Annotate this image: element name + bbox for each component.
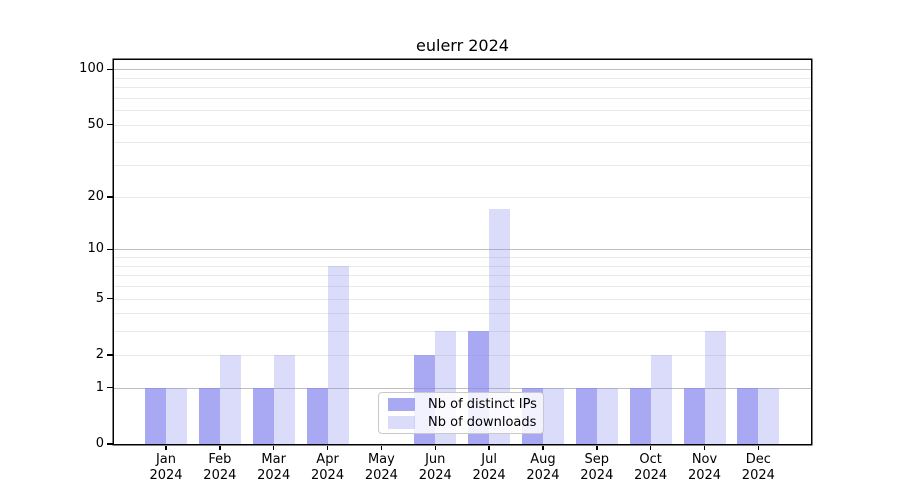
gridline-major (114, 249, 811, 251)
x-tick-label: Oct 2024 (634, 452, 668, 483)
bar-downloads-feb (219, 354, 241, 444)
bar-downloads-dec (758, 387, 780, 444)
y-tick-mark (107, 68, 113, 70)
gridline-minor (114, 331, 811, 333)
y-tick-label: 2 (95, 346, 104, 362)
x-tick-label: Apr 2024 (311, 452, 345, 483)
x-tick-label: Aug 2024 (526, 452, 560, 483)
bar-downloads-nov (704, 331, 726, 444)
bar-ips-apr (306, 387, 328, 444)
y-tick-label: 50 (87, 116, 104, 132)
bar-downloads-aug (542, 387, 564, 444)
legend-label: Nb of downloads (428, 414, 537, 430)
y-tick-mark (107, 386, 113, 389)
x-tick-label: Sep 2024 (580, 452, 614, 483)
legend-swatch-ips-icon (388, 397, 415, 411)
bar-ips-nov (683, 387, 705, 444)
x-tick-label: Mar 2024 (257, 452, 291, 483)
gridline-minor (114, 313, 811, 315)
legend-swatch-downloads-icon (388, 415, 415, 429)
legend: Nb of distinct IPs Nb of downloads (378, 392, 544, 434)
gridline-minor (114, 298, 811, 300)
bar-downloads-jan (166, 387, 187, 444)
bar-ips-sep (575, 387, 597, 444)
x-tick-mark (434, 445, 436, 450)
y-tick-label: 20 (87, 188, 104, 204)
bar-downloads-sep (596, 387, 618, 444)
gridline-minor (114, 124, 811, 126)
x-tick-label: Jun 2024 (418, 452, 452, 483)
x-tick-mark (380, 445, 383, 450)
bar-downloads-oct (650, 354, 672, 444)
y-tick-label: 1 (95, 379, 104, 395)
bar-ips-mar (252, 387, 274, 444)
gridline-minor (114, 142, 811, 144)
gridline-minor (114, 77, 811, 79)
x-tick-mark (272, 445, 275, 450)
y-tick-label: 0 (95, 436, 104, 451)
bar-ips-jan (145, 387, 166, 444)
gridline-minor (114, 265, 811, 267)
gridline-minor (114, 257, 811, 259)
x-tick-mark (757, 445, 760, 450)
gridline-minor (114, 354, 811, 356)
y-tick-label: 5 (95, 290, 104, 306)
x-tick-label: Jan 2024 (149, 452, 183, 483)
bar-ips-dec (737, 387, 759, 444)
gridline-major (114, 69, 811, 71)
x-tick-label: Dec 2024 (741, 452, 775, 483)
y-tick-mark (107, 354, 113, 356)
x-tick-label: Feb 2024 (203, 452, 237, 483)
chart-title: eulerr 2024 (416, 36, 509, 55)
x-tick-mark (596, 445, 598, 450)
y-tick-label: 100 (79, 61, 104, 77)
gridline-minor (114, 110, 811, 112)
x-tick-mark (165, 445, 167, 450)
y-tick-mark (107, 248, 113, 251)
gridline-minor (114, 196, 811, 198)
bar-downloads-apr (327, 265, 349, 444)
legend-label: Nb of distinct IPs (428, 396, 537, 412)
y-tick-mark (107, 443, 113, 445)
x-tick-label: Jul 2024 (472, 452, 506, 483)
gridline-minor (114, 285, 811, 287)
bar-downloads-jul (489, 209, 511, 444)
x-tick-label: May 2024 (364, 452, 398, 483)
legend-item-distinct-ips: Nb of distinct IPs (388, 396, 543, 412)
bar-ips-oct (629, 387, 651, 444)
x-tick-mark (703, 445, 706, 450)
bar-ips-feb (198, 387, 220, 444)
x-tick-mark (326, 445, 329, 450)
x-tick-mark (542, 445, 544, 450)
x-tick-mark (649, 445, 652, 450)
x-tick-mark (488, 445, 490, 450)
y-tick-mark (107, 297, 113, 300)
bar-downloads-mar (273, 354, 295, 444)
y-tick-mark (107, 196, 113, 198)
gridline-minor (114, 97, 811, 99)
gridline-minor (114, 275, 811, 277)
plot-area (114, 60, 811, 444)
gridline-minor (114, 165, 811, 167)
gridline-major (114, 387, 811, 389)
x-tick-label: Nov 2024 (687, 452, 722, 483)
legend-item-downloads: Nb of downloads (388, 414, 543, 430)
y-tick-mark (107, 123, 113, 126)
gridline-minor (114, 87, 811, 89)
x-tick-mark (219, 445, 221, 450)
y-tick-label: 10 (87, 241, 104, 257)
